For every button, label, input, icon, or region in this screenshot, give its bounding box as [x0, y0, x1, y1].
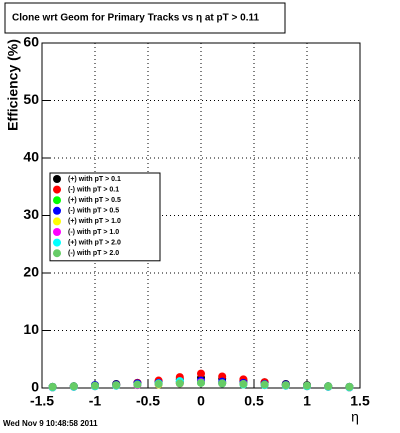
data-point [345, 382, 354, 391]
data-point [48, 382, 57, 391]
legend-marker [53, 175, 61, 183]
y-tick-label: 60 [23, 34, 39, 50]
x-tick-label: -1 [89, 393, 102, 409]
legend-label: (+) with pT > 0.5 [68, 197, 121, 204]
chart-title: Clone wrt Geom for Primary Tracks vs η a… [12, 13, 259, 24]
legend-label: (-) with pT > 0.5 [68, 208, 119, 215]
legend-marker [53, 217, 61, 226]
legend-marker [53, 228, 61, 236]
data-point [197, 369, 205, 378]
data-point [197, 378, 205, 387]
data-point [218, 379, 227, 388]
y-tick-label: 40 [23, 149, 39, 165]
y-axis-title: Efficiency (%) [5, 39, 21, 131]
y-tick-label: 20 [23, 264, 39, 280]
legend-marker [53, 206, 61, 215]
legend-marker [53, 185, 61, 194]
x-tick-label: 1.5 [350, 393, 370, 409]
legend-marker [53, 238, 61, 247]
legend-label: (-) with pT > 2.0 [68, 250, 119, 257]
data-point [303, 381, 311, 390]
y-tick-label: 30 [23, 206, 39, 222]
x-tick-label: 1 [303, 393, 311, 409]
x-tick-label: 0.5 [244, 393, 264, 409]
x-tick-label: 0 [197, 393, 205, 409]
y-tick-label: 50 [23, 91, 39, 107]
data-point [324, 382, 333, 391]
legend-marker [53, 196, 61, 205]
data-point [91, 381, 99, 390]
legend-label: (+) with pT > 1.0 [68, 218, 121, 225]
legend-label: (-) with pT > 1.0 [68, 229, 119, 236]
data-point [260, 380, 269, 389]
y-tick-label: 10 [23, 321, 39, 337]
legend-box [49, 172, 161, 262]
data-point [112, 381, 121, 390]
data-point [239, 379, 248, 388]
data-point [175, 379, 184, 388]
legend-label: (-) with pT > 0.1 [68, 186, 119, 193]
data-point [154, 379, 163, 388]
legend-label: (+) with pT > 0.1 [68, 176, 121, 183]
data-point [281, 381, 290, 390]
x-axis-title: η [351, 409, 359, 425]
legend-marker [53, 249, 61, 258]
x-tick-label: -0.5 [136, 393, 160, 409]
data-point [69, 382, 78, 391]
y-tick-label: 0 [31, 379, 39, 395]
date-stamp: Wed Nov 9 10:48:58 2011 [3, 419, 98, 428]
title-box [4, 2, 286, 34]
x-tick-label: -1.5 [30, 393, 54, 409]
data-point [133, 380, 142, 389]
legend-label: (+) with pT > 2.0 [68, 239, 121, 246]
